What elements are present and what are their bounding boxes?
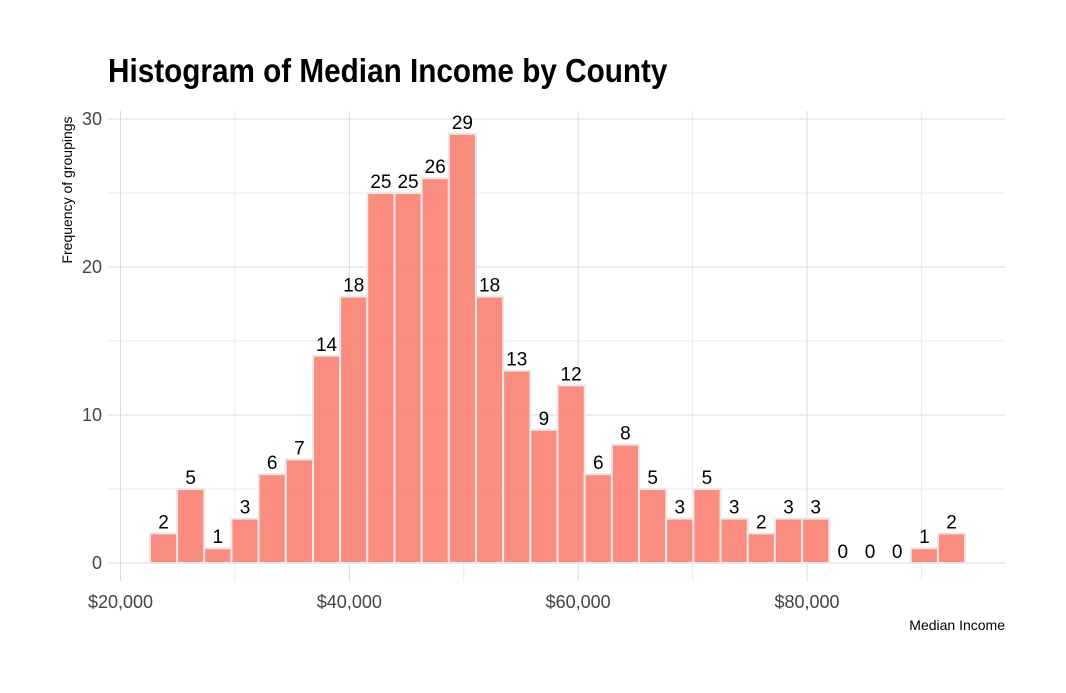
histogram-bar bbox=[583, 473, 613, 565]
bar-value-label: 18 bbox=[479, 276, 500, 297]
histogram-bar bbox=[230, 517, 260, 564]
bar-value-label: 14 bbox=[316, 335, 338, 356]
bar-value-label: 3 bbox=[783, 498, 794, 519]
bar-value-label: 6 bbox=[267, 453, 278, 474]
bar-value-label: 18 bbox=[343, 276, 364, 297]
histogram-bar bbox=[746, 532, 776, 565]
bar-value-label: 3 bbox=[729, 498, 740, 519]
y-tick-label: 0 bbox=[92, 553, 102, 573]
histogram-bar bbox=[502, 369, 532, 564]
y-tick-label: 30 bbox=[82, 109, 102, 129]
bar-value-label: 26 bbox=[425, 157, 446, 178]
histogram-bar bbox=[257, 473, 287, 565]
histogram-bar bbox=[692, 488, 722, 564]
histogram-bar bbox=[610, 443, 641, 565]
bar-value-label: 9 bbox=[539, 409, 550, 430]
x-axis-tick-labels: $20,000 $40,000 $60,000 $80,000 bbox=[88, 592, 840, 612]
histogram-bar bbox=[474, 295, 505, 564]
bar-value-label: 0 bbox=[865, 542, 876, 563]
bar-value-label: 0 bbox=[838, 542, 849, 563]
x-axis-title: Median Income bbox=[909, 617, 1005, 633]
bar-value-label: 7 bbox=[294, 438, 305, 459]
histogram-bar bbox=[638, 488, 668, 564]
histogram-bar bbox=[311, 354, 342, 564]
x-tick-label: $80,000 bbox=[774, 592, 839, 612]
bar-value-label: 3 bbox=[240, 498, 251, 519]
histogram-bar bbox=[148, 532, 179, 565]
bar-value-label: 5 bbox=[185, 468, 196, 489]
histogram-bar bbox=[719, 517, 749, 564]
histogram-bar bbox=[936, 532, 967, 565]
histogram-bar bbox=[393, 192, 423, 564]
bar-value-label: 12 bbox=[561, 364, 582, 385]
histogram-bar bbox=[665, 517, 695, 564]
bar-value-label: 6 bbox=[593, 453, 604, 474]
bar-value-label: 1 bbox=[919, 527, 930, 548]
y-axis-title: Frequency of groupings bbox=[59, 116, 75, 263]
y-axis-tick-labels: 0 10 20 30 bbox=[82, 109, 102, 573]
bar-value-label: 2 bbox=[158, 512, 169, 533]
bar-value-label: 8 bbox=[620, 424, 631, 445]
bar-value-label: 3 bbox=[810, 498, 821, 519]
bar-value-label: 5 bbox=[647, 468, 658, 489]
histogram-bar bbox=[176, 488, 206, 564]
bar-value-label: 3 bbox=[675, 498, 686, 519]
x-tick-label: $60,000 bbox=[546, 592, 611, 612]
histogram-bar bbox=[556, 384, 586, 564]
x-tick-label: $20,000 bbox=[88, 592, 153, 612]
bar-value-label: 25 bbox=[370, 172, 391, 193]
bar-value-label: 2 bbox=[756, 512, 767, 533]
histogram-bar bbox=[529, 428, 559, 564]
y-tick-label: 20 bbox=[82, 257, 102, 277]
bar-value-label: 0 bbox=[892, 542, 903, 563]
histogram-bar bbox=[339, 295, 369, 564]
bar-value-label: 5 bbox=[702, 468, 713, 489]
bar-value-label: 1 bbox=[213, 527, 224, 548]
histogram-bar bbox=[801, 517, 831, 564]
bar-value-label: 2 bbox=[946, 512, 957, 533]
histogram-bar bbox=[909, 547, 939, 565]
histogram-bar bbox=[284, 458, 314, 564]
histogram-bar bbox=[420, 177, 450, 564]
x-tick-label: $40,000 bbox=[317, 592, 382, 612]
y-tick-label: 10 bbox=[82, 405, 102, 425]
histogram-bar bbox=[773, 517, 804, 564]
bar-value-label: 25 bbox=[397, 172, 418, 193]
bar-value-label: 13 bbox=[506, 350, 527, 371]
histogram-bar bbox=[366, 192, 396, 564]
histogram-bars bbox=[148, 132, 967, 565]
histogram-bar bbox=[447, 132, 477, 565]
histogram-bar bbox=[203, 547, 233, 565]
bar-value-label: 29 bbox=[452, 113, 473, 134]
chart-title: Histogram of Median Income by County bbox=[108, 52, 668, 89]
